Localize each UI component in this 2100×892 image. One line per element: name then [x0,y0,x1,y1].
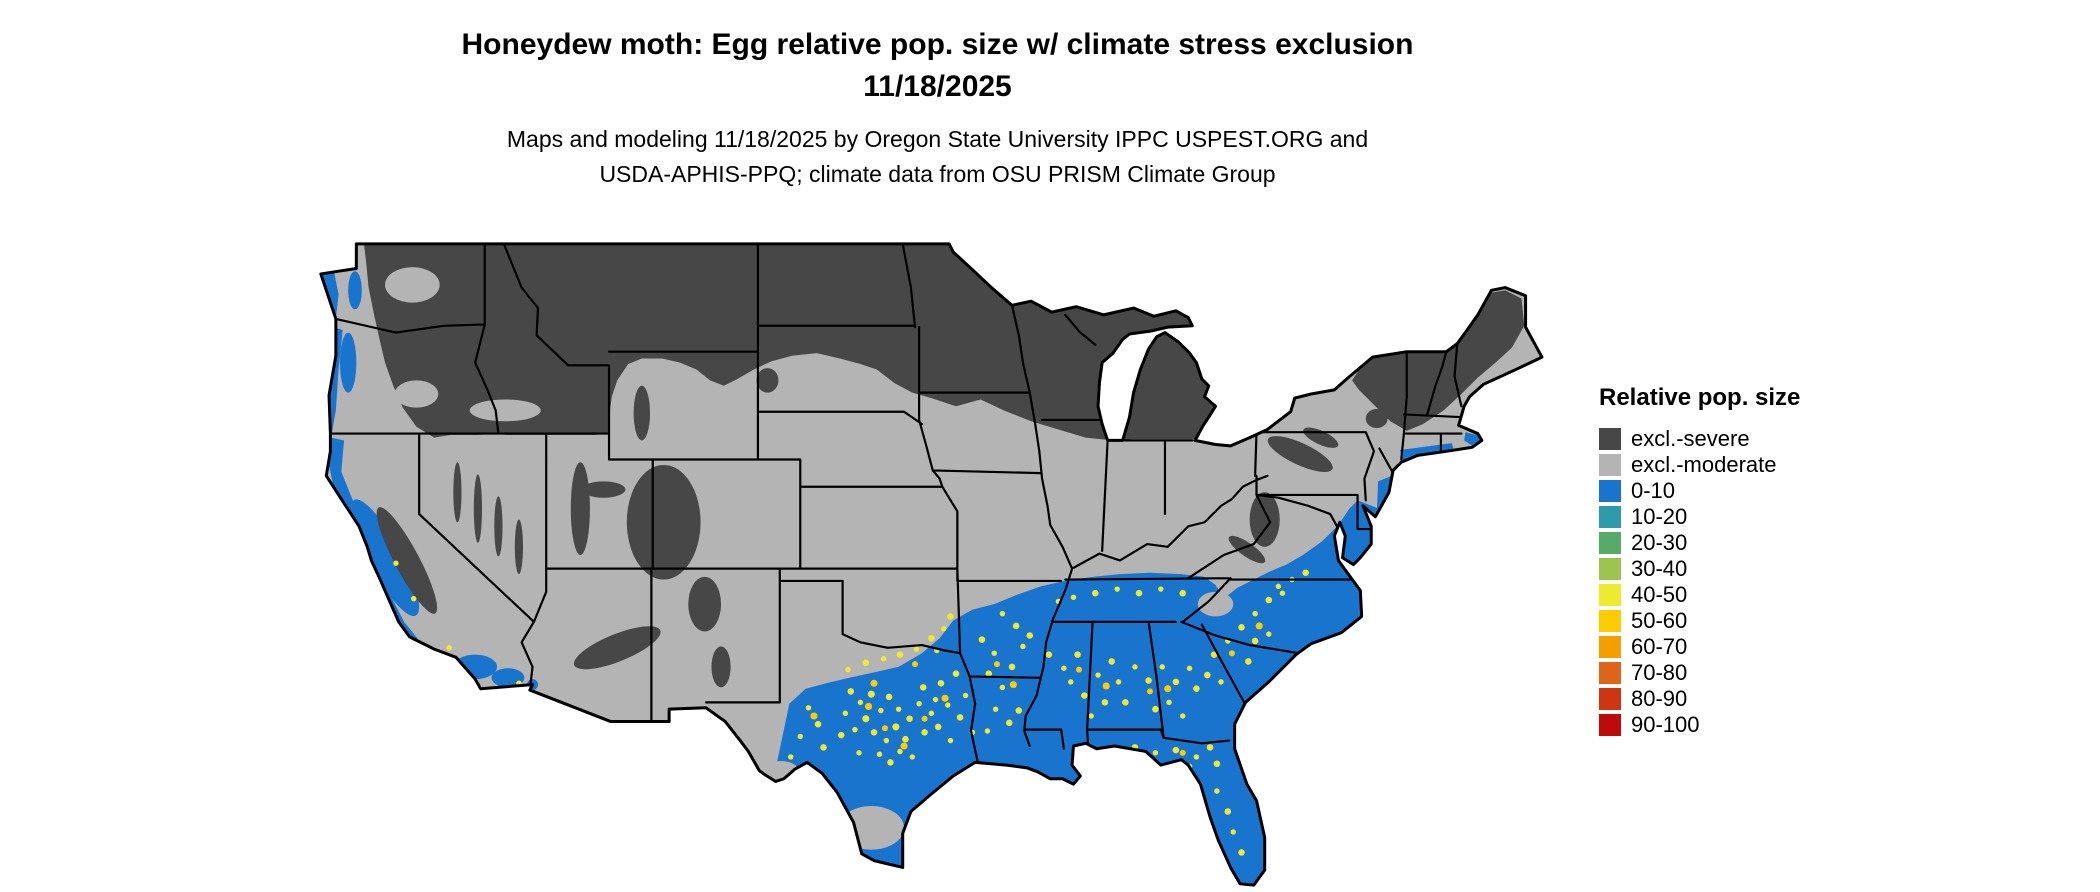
legend-item: 30-40 [1599,556,1800,582]
legend-swatch [1599,428,1621,450]
state-borders [329,243,1464,764]
map-subtitle: Maps and modeling 11/18/2025 by Oregon S… [0,122,1875,192]
legend-item-label: 60-70 [1631,634,1688,659]
map-region-excl-severe-mountains [453,368,1388,688]
legend-item: excl.-moderate [1599,452,1800,478]
legend-swatch [1599,636,1621,658]
map-region-excl-severe-sierra [376,507,438,614]
legend-item-label: 40-50 [1631,582,1688,607]
map-title-line1: Honeydew moth: Egg relative pop. size w/… [461,28,1414,61]
map-speckles-pop-40-50 [393,560,1309,856]
legend-item: 90-100 [1599,712,1800,738]
map-title: Honeydew moth: Egg relative pop. size w/… [0,24,1875,108]
legend-item: 40-50 [1599,582,1800,608]
legend-item-label: 30-40 [1631,556,1688,581]
legend-swatch [1599,506,1621,528]
legend-item-label: 10-20 [1631,504,1688,529]
legend-item-label: 0-10 [1631,478,1676,503]
us-map-svg [319,242,1544,887]
map-title-date: 11/18/2025 [863,70,1012,103]
map-region-excl-severe-northeast [1352,290,1525,431]
legend-item-label: 20-30 [1631,530,1688,555]
legend-items: excl.-severe excl.-moderate 0-10 10-20 20-30… [1599,426,1800,738]
legend-item: 50-60 [1599,608,1800,634]
legend-swatch [1599,558,1621,580]
legend: Relative pop. size excl.-severe excl.-mod… [1599,384,1800,738]
legend-item-label: excl.-severe [1631,426,1750,451]
us-map [314,233,1557,892]
legend-swatch [1599,662,1621,684]
legend-swatch [1599,480,1621,502]
legend-item-label: excl.-moderate [1631,452,1777,477]
map-speckles-pop-50-60 [810,622,1263,756]
legend-item-label: 70-80 [1631,660,1688,685]
legend-item: 60-70 [1599,634,1800,660]
map-subtitle-line1: Maps and modeling 11/18/2025 by Oregon S… [506,126,1369,152]
legend-swatch [1599,688,1621,710]
legend-item: excl.-severe [1599,426,1800,452]
legend-item-label: 50-60 [1631,608,1688,633]
legend-item-label: 90-100 [1631,712,1700,737]
legend-item: 0-10 [1599,478,1800,504]
legend-item: 80-90 [1599,686,1800,712]
legend-swatch [1599,454,1621,476]
legend-item: 10-20 [1599,504,1800,530]
map-subtitle-line2: USDA-APHIS-PPQ; climate data from OSU PR… [599,161,1276,187]
legend-item: 20-30 [1599,530,1800,556]
legend-item-label: 80-90 [1631,686,1688,711]
legend-swatch [1599,532,1621,554]
legend-swatch [1599,584,1621,606]
legend-swatch [1599,610,1621,632]
legend-item: 70-80 [1599,660,1800,686]
legend-swatch [1599,714,1621,736]
legend-title: Relative pop. size [1599,384,1801,411]
